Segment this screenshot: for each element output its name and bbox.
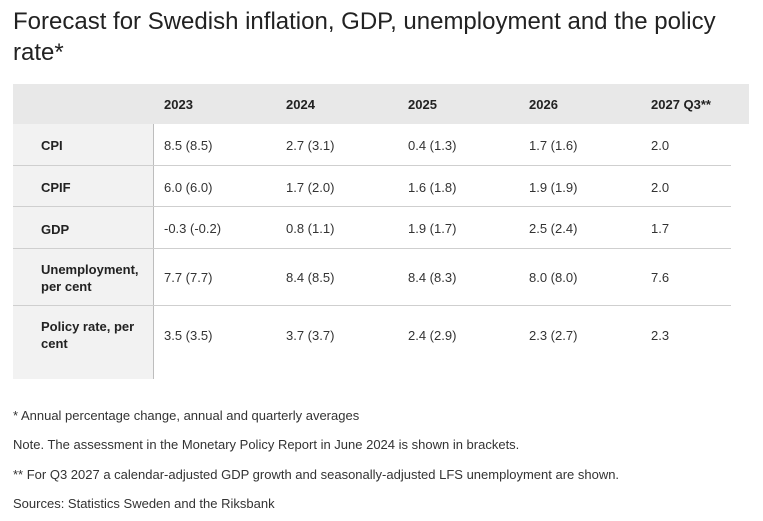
table-cell: 0.8 (1.1) [286,221,335,236]
footnote-annual: * Annual percentage change, annual and q… [13,408,360,423]
table-cell: 8.4 (8.5) [286,270,335,285]
table-cell: 3.7 (3.7) [286,328,335,343]
row-label: Unemployment, per cent [41,262,139,294]
row-label: CPIF [41,180,71,195]
table-cell: 2.3 [651,328,670,343]
table-cell: 3.5 (3.5) [164,328,213,343]
table-cell: 1.7 (2.0) [286,180,335,195]
table-cell: 1.7 [651,221,670,236]
table-cell: 2.4 (2.9) [408,328,457,343]
column-header: 2027 Q3** [651,97,711,112]
column-divider [153,124,154,379]
column-header: 2024 [286,97,315,112]
footnote-assessment: Note. The assessment in the Monetary Pol… [13,437,520,452]
table-cell: 7.7 (7.7) [164,270,213,285]
page-title: Forecast for Swedish inflation, GDP, une… [13,8,716,66]
table-cell: 1.7 (1.6) [529,138,578,153]
forecast-table: 2023 2024 2025 2026 2027 Q3** CPI 8.5 (8… [13,84,749,379]
row-label: CPI [41,138,63,153]
row-label: GDP [41,222,70,237]
table-cell: 2.0 [651,180,670,195]
table-cell: 6.0 (6.0) [164,180,213,195]
table-cell: 1.9 (1.9) [529,180,578,195]
table-cell: 2.3 (2.7) [529,328,578,343]
row-header-column [13,124,153,379]
table-cell: 8.0 (8.0) [529,270,578,285]
row-divider [13,165,731,166]
table-cell: 7.6 [651,270,670,285]
table-cell: -0.3 (-0.2) [164,221,222,236]
table-cell: 1.9 (1.7) [408,221,457,236]
table-body [153,124,749,379]
sources-note: Sources: Statistics Sweden and the Riksb… [13,496,275,511]
table-cell: 2.0 [651,138,670,153]
row-divider [13,305,731,306]
column-header: 2023 [164,97,193,112]
table-cell: 8.5 (8.5) [164,138,213,153]
table-header [13,84,749,124]
table-cell: 2.5 (2.4) [529,221,578,236]
table-cell: 8.4 (8.3) [408,270,457,285]
column-header: 2025 [408,97,437,112]
column-header: 2026 [529,97,558,112]
footnote-q3: ** For Q3 2027 a calendar-adjusted GDP g… [13,467,620,482]
row-divider [13,248,731,249]
table-cell: 2.7 (3.1) [286,138,335,153]
row-label: Policy rate, per cent [41,319,135,351]
table-cell: 1.6 (1.8) [408,180,457,195]
row-divider [13,206,731,207]
table-cell: 0.4 (1.3) [408,138,457,153]
